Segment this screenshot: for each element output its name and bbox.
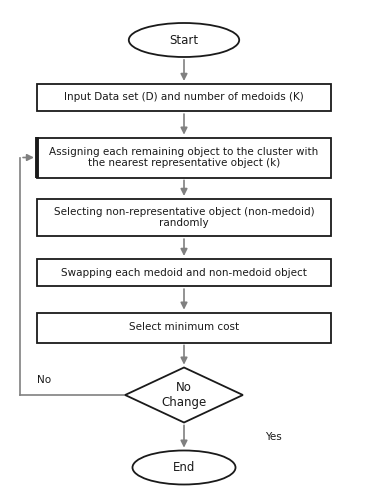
Text: Input Data set (D) and number of medoids (K): Input Data set (D) and number of medoids…: [64, 92, 304, 102]
Text: Start: Start: [169, 34, 199, 46]
Text: End: End: [173, 461, 195, 474]
Bar: [37, 312, 331, 342]
Bar: [37, 138, 331, 177]
Bar: [37, 259, 331, 286]
Text: No: No: [37, 375, 51, 385]
Text: No
Change: No Change: [162, 381, 206, 409]
Bar: [37, 198, 331, 236]
Text: Swapping each medoid and non-medoid object: Swapping each medoid and non-medoid obje…: [61, 268, 307, 278]
Bar: [37, 84, 331, 111]
Text: Select minimum cost: Select minimum cost: [129, 322, 239, 332]
Text: Assigning each remaining object to the cluster with
the nearest representative o: Assigning each remaining object to the c…: [49, 146, 319, 169]
Text: Selecting non-representative object (non-medoid)
randomly: Selecting non-representative object (non…: [54, 206, 314, 229]
Text: Yes: Yes: [265, 432, 282, 442]
